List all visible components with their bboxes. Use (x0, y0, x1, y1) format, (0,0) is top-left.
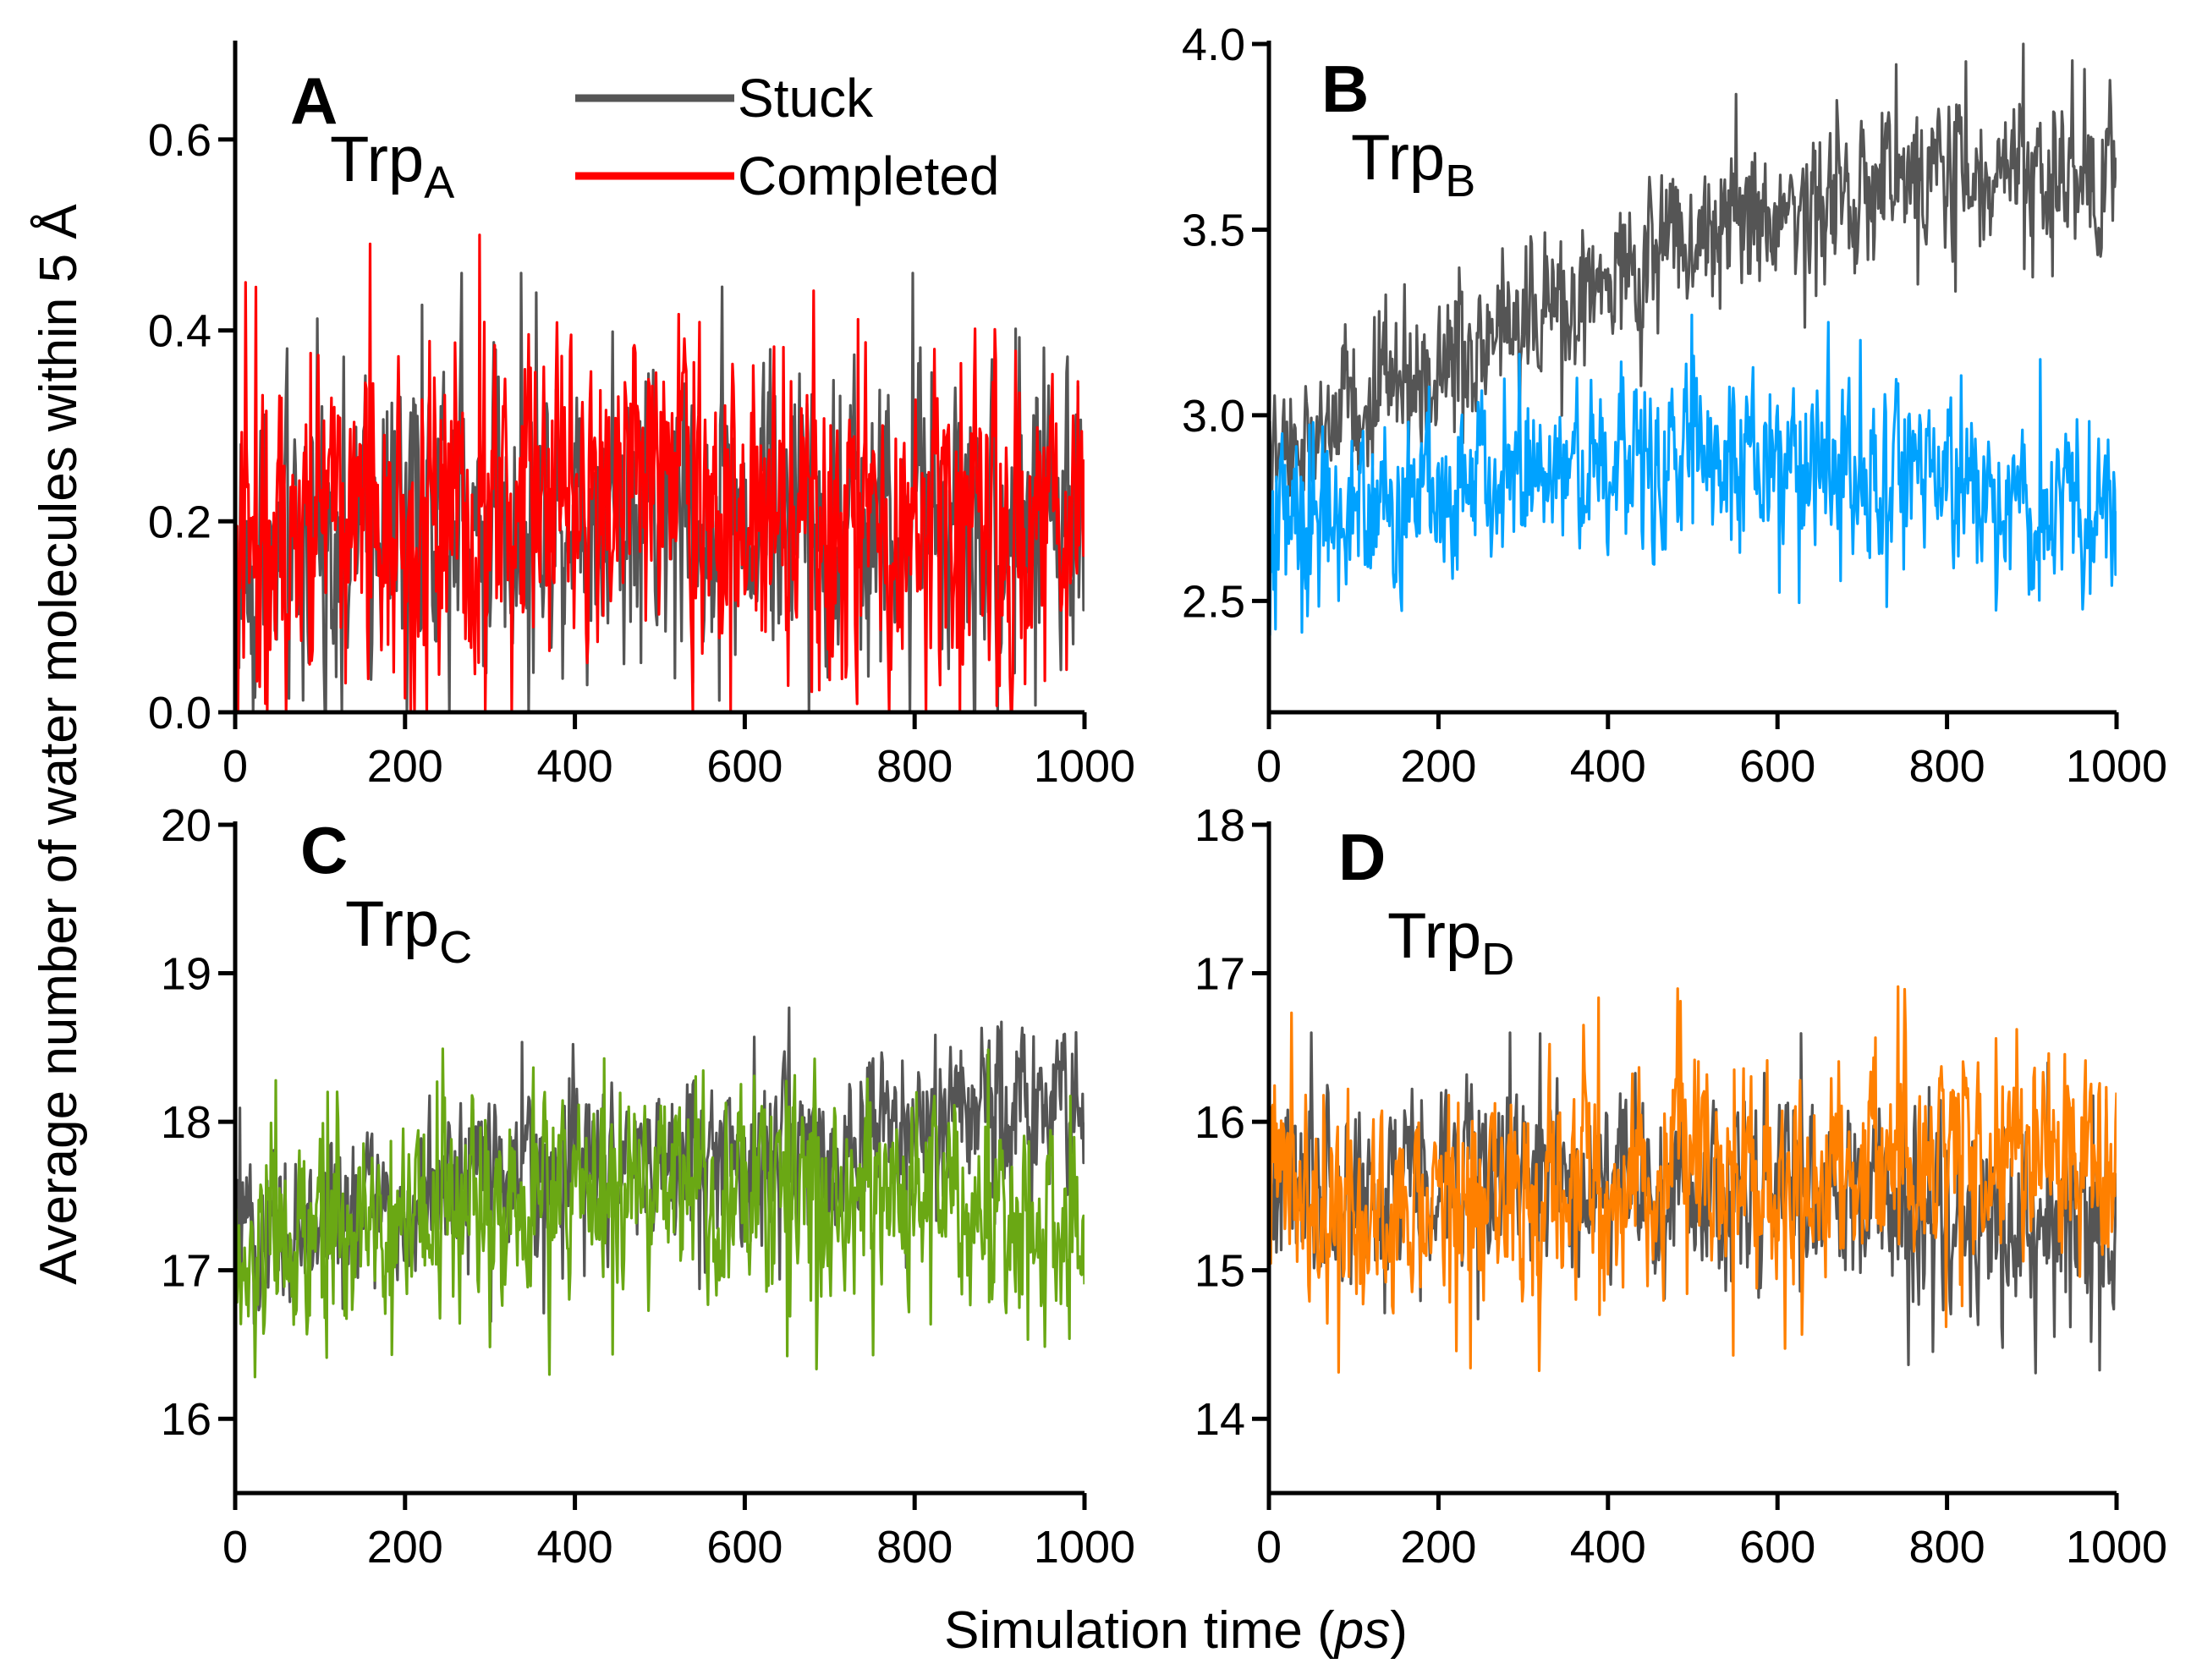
panel-title-subscript: A (424, 157, 454, 208)
x-tick-label: 800 (876, 1522, 953, 1573)
y-tick-label: 2.5 (1182, 576, 1245, 627)
x-tick-label: 0 (222, 741, 248, 792)
y-tick-label: 0.6 (148, 115, 211, 166)
x-tick-label: 600 (1739, 1522, 1815, 1573)
y-tick-label: 14 (1194, 1394, 1245, 1445)
panel-letter-b: B (1321, 52, 1369, 126)
y-tick-label: 17 (161, 1246, 211, 1297)
panel-title-d: TrpD (1387, 900, 1514, 985)
y-tick-label: 20 (161, 800, 211, 851)
y-tick-label: 18 (1194, 800, 1245, 851)
panel-title-text: Trp (345, 888, 439, 960)
series-completed-b (1269, 313, 2117, 637)
panel-title-subscript: C (439, 922, 472, 973)
y-tick-label: 3.5 (1182, 205, 1245, 255)
x-tick-label: 1000 (2066, 1522, 2167, 1573)
x-tick-label: 400 (537, 741, 613, 792)
x-tick-label: 0 (222, 1522, 248, 1573)
y-tick-label: 19 (161, 949, 211, 1000)
panel-letter-d: D (1338, 820, 1386, 894)
x-axis-title-unit: ps (1333, 1601, 1390, 1660)
panel-letter-a: A (290, 63, 338, 138)
x-tick-label: 1000 (2066, 741, 2167, 792)
series-completed-c (235, 1047, 1085, 1379)
panel-title-text: Trp (1351, 122, 1445, 194)
x-tick-label: 400 (1570, 741, 1646, 792)
legend-completed-label: Completed (738, 145, 1000, 206)
x-tick-label: 0 (1256, 1522, 1282, 1573)
y-tick-label: 18 (161, 1097, 211, 1148)
panel-title-b: TrpB (1351, 122, 1475, 206)
y-tick-label: 16 (161, 1394, 211, 1445)
x-tick-label: 200 (367, 741, 443, 792)
panel-title-text: Trp (330, 124, 424, 195)
x-axis-title-suffix: ) (1390, 1601, 1408, 1660)
series-stuck-b (1269, 42, 2117, 516)
legend-stuck-label: Stuck (738, 68, 874, 129)
x-tick-label: 800 (1909, 1522, 1985, 1573)
x-tick-label: 1000 (1034, 1522, 1135, 1573)
panel-title-subscript: D (1481, 934, 1514, 985)
y-tick-label: 0.2 (148, 497, 211, 547)
x-tick-label: 800 (1909, 741, 1985, 792)
panel-letter-c: C (300, 813, 348, 887)
y-tick-label: 0.0 (148, 688, 211, 738)
y-tick-label: 3.0 (1182, 391, 1245, 442)
x-tick-label: 800 (876, 741, 953, 792)
x-tick-label: 600 (1739, 741, 1815, 792)
x-tick-label: 600 (706, 741, 782, 792)
panel-title-text: Trp (1387, 900, 1481, 972)
y-tick-label: 16 (1194, 1097, 1245, 1148)
y-axis-title: Average number of water molecules within… (30, 204, 88, 1285)
y-tick-label: 0.4 (148, 306, 211, 357)
y-tick-label: 17 (1194, 949, 1245, 1000)
x-tick-label: 400 (537, 1522, 613, 1573)
panel-title-c: TrpC (345, 888, 472, 973)
series-stuck-d (1269, 1031, 2117, 1375)
x-tick-label: 200 (1400, 1522, 1476, 1573)
series-completed-d (1269, 985, 2117, 1374)
y-tick-label: 15 (1194, 1246, 1245, 1297)
x-tick-label: 0 (1256, 741, 1282, 792)
series-completed-a (235, 233, 1085, 712)
x-tick-label: 400 (1570, 1522, 1646, 1573)
x-tick-label: 600 (706, 1522, 782, 1573)
y-tick-label: 4.0 (1182, 19, 1245, 70)
x-tick-label: 200 (1400, 741, 1476, 792)
x-axis-title: Simulation time (ps) (944, 1601, 1408, 1660)
panel-title-subscript: B (1445, 156, 1475, 206)
x-tick-label: 1000 (1034, 741, 1135, 792)
legend: Stuck Completed (575, 68, 1000, 206)
x-axis-title-prefix: Simulation time ( (944, 1601, 1335, 1660)
x-tick-label: 200 (367, 1522, 443, 1573)
panel-title-a: TrpA (330, 124, 454, 208)
